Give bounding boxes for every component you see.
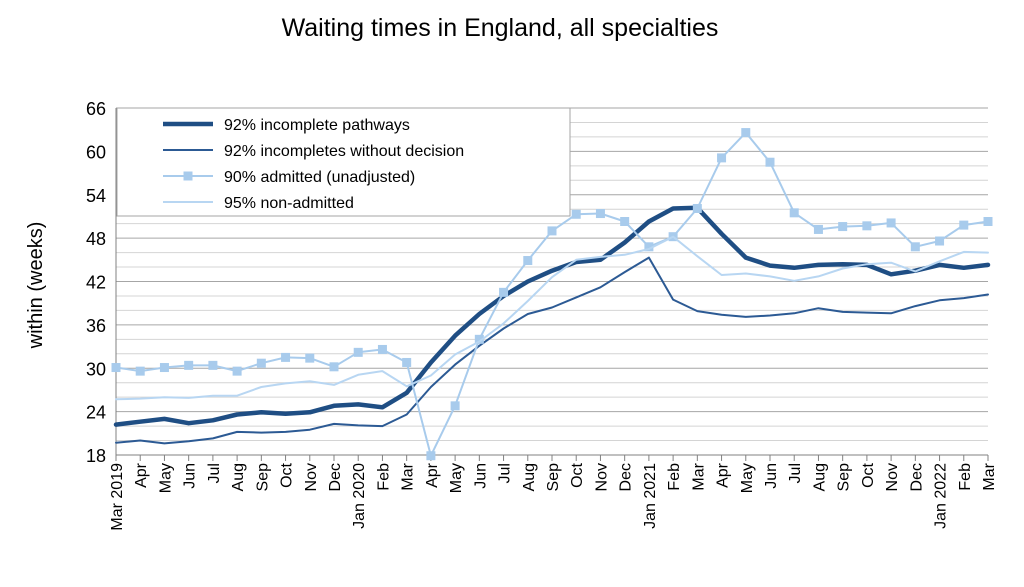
data-point-marker	[620, 216, 630, 226]
data-point-marker	[450, 401, 460, 411]
data-point-marker	[765, 157, 775, 167]
x-tick-label: Nov	[884, 463, 901, 491]
x-tick-label: Aug	[521, 463, 538, 491]
data-point-marker	[281, 352, 291, 362]
x-tick-labels: Mar 2019 Apr May Jun Jul Aug Sep Oct Nov Dec Jan 2…	[109, 462, 998, 530]
data-point-marker	[741, 128, 751, 138]
legend-label: 92% incompletes without decision	[224, 143, 464, 160]
data-point-marker	[862, 221, 872, 231]
x-tick-label: Feb	[666, 463, 683, 491]
legend-marker	[183, 171, 193, 181]
x-tick-label: Jul	[497, 463, 514, 483]
x-tick-label: Jan 2022	[933, 463, 950, 529]
x-tick-label: Jul	[206, 463, 223, 483]
data-point-marker	[208, 360, 218, 370]
data-point-marker	[402, 357, 412, 367]
x-tick-label: Oct	[569, 462, 586, 487]
data-point-marker	[523, 256, 533, 266]
chart-title: Waiting times in England, all specialtie…	[281, 14, 719, 42]
data-point-marker	[983, 216, 993, 226]
y-tick-labels: 18 24 30 36 42 48 54 60 66	[86, 99, 106, 466]
data-point-marker	[595, 209, 605, 219]
data-point-marker	[935, 236, 945, 246]
y-tick-label: 54	[86, 186, 106, 206]
data-point-marker	[426, 451, 436, 461]
x-tick-label: Feb	[957, 463, 974, 491]
x-tick-label: Nov	[303, 463, 320, 491]
y-tick-label: 36	[86, 316, 106, 336]
data-point-marker	[305, 353, 315, 363]
series-line-0	[113, 205, 991, 427]
legend-label: 95% non-admitted	[224, 195, 354, 212]
data-point-marker	[886, 218, 896, 228]
data-point-marker	[232, 366, 242, 376]
x-tick-label: Oct	[860, 462, 877, 487]
data-point-marker	[184, 360, 194, 370]
x-tick-label: Mar 2019	[109, 463, 126, 531]
x-tick-label: Jan 2021	[642, 463, 659, 529]
x-tick-label: Nov	[593, 463, 610, 491]
x-tick-label: Jun	[763, 463, 780, 489]
x-tick-label: Mar	[981, 462, 998, 490]
series-lines	[111, 128, 993, 461]
data-point-marker	[499, 287, 509, 297]
y-tick-label: 30	[86, 359, 106, 379]
y-tick-label: 24	[86, 403, 106, 423]
x-tick-label: Aug	[811, 463, 828, 491]
data-point-marker	[910, 242, 920, 252]
data-point-marker	[256, 358, 266, 368]
data-point-marker	[692, 203, 702, 213]
data-point-marker	[789, 208, 799, 218]
legend: 92% incomplete pathways 92% incompletes w…	[116, 107, 571, 217]
x-tick-label: Mar	[690, 462, 707, 490]
data-point-marker	[111, 363, 121, 373]
data-point-marker	[959, 220, 969, 230]
x-tick-label: Jun	[182, 463, 199, 489]
x-tick-label: Jun	[472, 463, 489, 489]
x-tick-label: Aug	[230, 463, 247, 491]
data-point-marker	[377, 344, 387, 354]
axes	[115, 108, 989, 461]
data-point-marker	[474, 334, 484, 344]
x-tick-label: May	[739, 463, 756, 493]
x-tick-label: Dec	[618, 463, 635, 491]
x-tick-label: Dec	[908, 463, 925, 491]
series-line-1	[115, 256, 989, 445]
y-tick-label: 18	[86, 446, 106, 466]
x-tick-label: Jan 2020	[351, 463, 368, 529]
x-tick-label: May	[157, 463, 174, 493]
y-axis-label: within (weeks)	[25, 222, 47, 350]
data-point-marker	[717, 153, 727, 163]
x-tick-label: May	[448, 463, 465, 493]
y-tick-label: 42	[86, 273, 106, 293]
legend-label: 90% admitted (unadjusted)	[224, 169, 415, 186]
x-tick-label: Sep	[545, 463, 562, 492]
x-tick-label: Apr	[133, 462, 150, 488]
legend-label: 92% incomplete pathways	[224, 117, 410, 134]
data-point-marker	[644, 242, 654, 252]
data-point-marker	[135, 366, 145, 376]
y-tick-label: 48	[86, 229, 106, 249]
x-tick-label: Oct	[279, 462, 296, 487]
x-tick-label: Sep	[836, 463, 853, 492]
data-point-marker	[547, 226, 557, 236]
x-tick-label: Jul	[787, 463, 804, 483]
y-tick-label: 60	[86, 142, 106, 162]
x-tick-label: Apr	[424, 462, 441, 488]
series-line-3	[115, 235, 989, 401]
data-point-marker	[159, 363, 169, 373]
data-point-marker	[353, 347, 363, 357]
x-tick-label: Apr	[715, 462, 732, 488]
data-point-marker	[813, 224, 823, 234]
x-tick-label: Mar	[400, 462, 417, 490]
data-point-marker	[329, 362, 339, 372]
x-tick-label: Dec	[327, 463, 344, 491]
y-tick-label: 66	[86, 99, 106, 119]
data-point-marker	[571, 209, 581, 219]
x-tick-label: Sep	[254, 463, 271, 492]
data-point-marker	[838, 222, 848, 232]
x-tick-label: Feb	[375, 463, 392, 491]
